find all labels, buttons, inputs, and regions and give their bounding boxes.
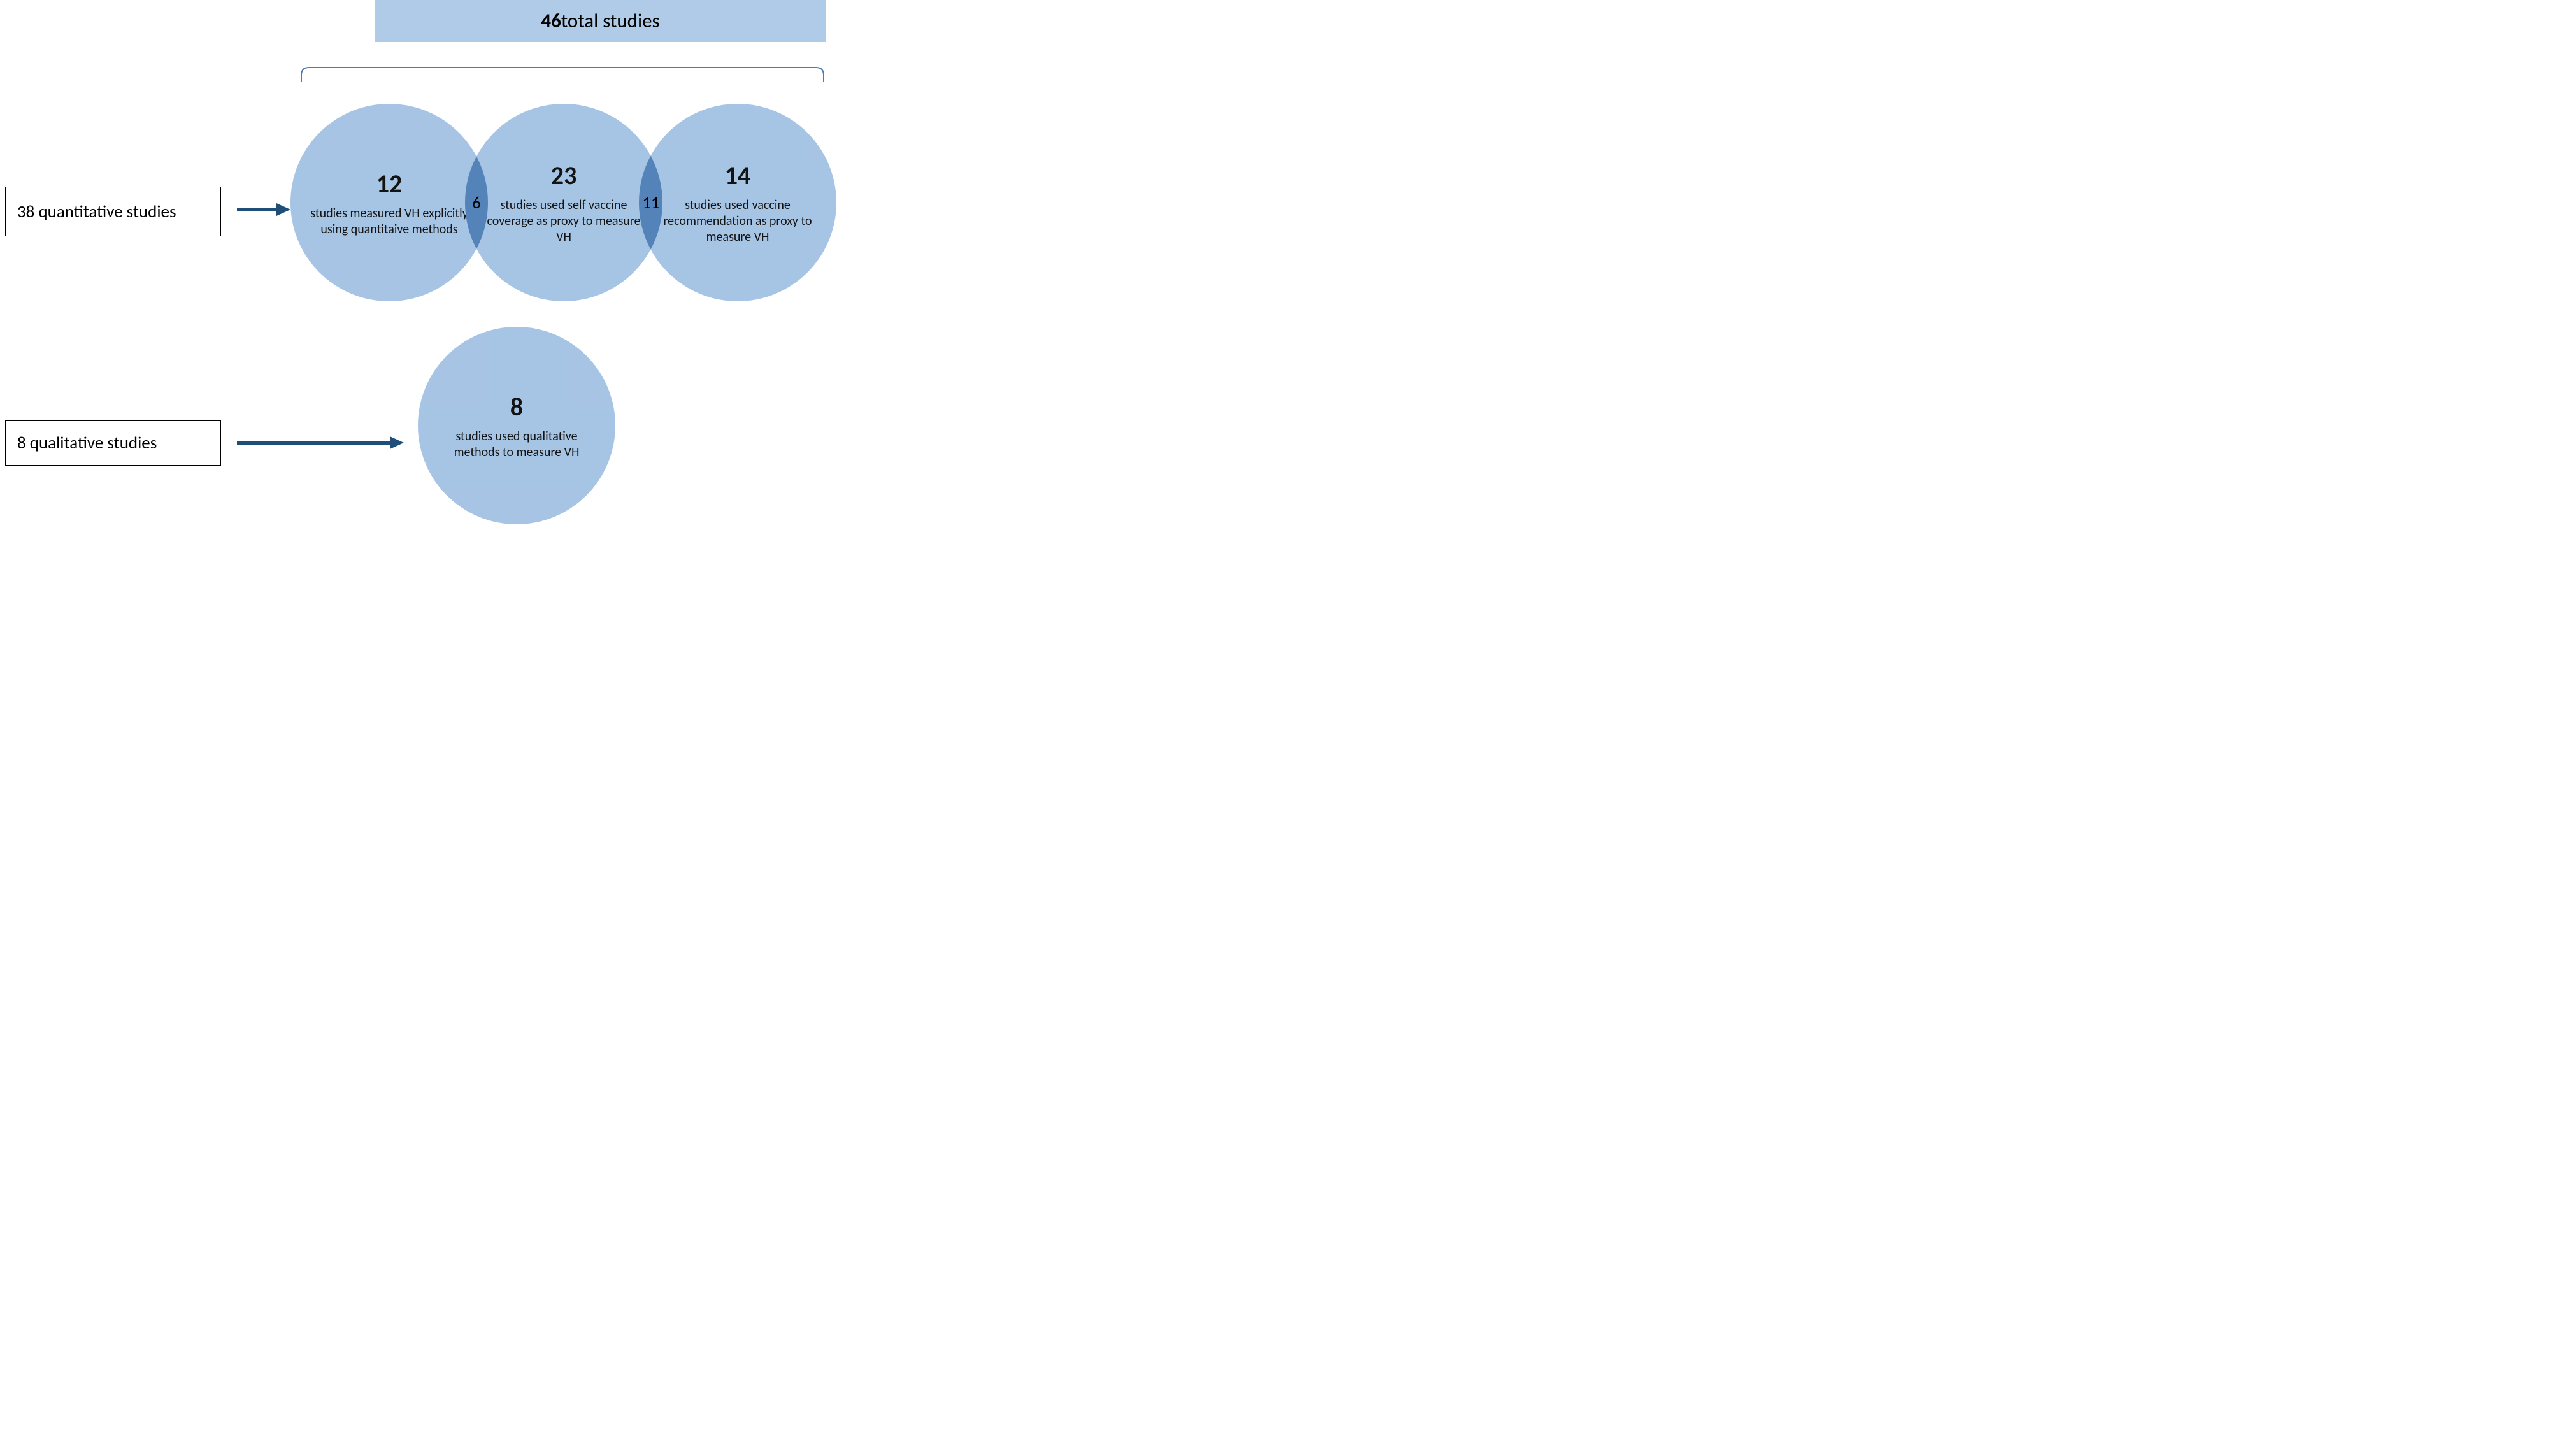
venn-overlap-shapes (0, 0, 933, 525)
venn-overlap-o23: 11 (635, 187, 667, 219)
venn-overlap-o12: 6 (464, 187, 489, 219)
venn-overlap-o12-value: 6 (472, 192, 481, 213)
venn-overlap-o23-value: 11 (642, 192, 659, 213)
